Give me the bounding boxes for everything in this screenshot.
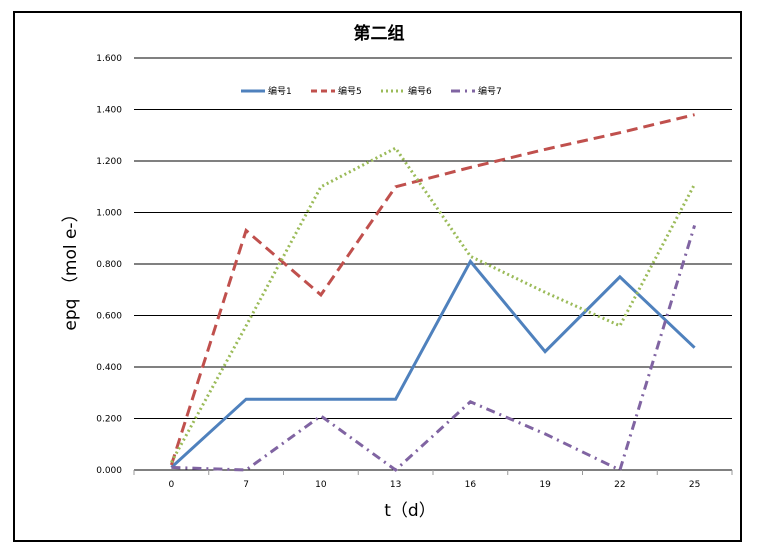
y-tick-label: 1.200: [96, 157, 122, 167]
y-axis-ticks: 0.000 0.200 0.400 0.600 0.800 1.000 1.200 1.400…: [96, 54, 122, 476]
y-tick-label: 0.200: [96, 415, 122, 425]
series-line-4: [171, 224, 697, 473]
legend-label: 编号7: [478, 85, 502, 97]
series-lines: [169, 113, 697, 473]
y-tick-label: 1.000: [96, 209, 122, 219]
legend-label: 编号6: [408, 85, 432, 97]
x-tick-label: 22: [614, 480, 625, 490]
series-line-3: [170, 146, 696, 464]
y-axis-title: epq （mol e-）: [61, 205, 81, 330]
x-axis-ticks: 0 7 10 13 16 19 22 25: [133, 470, 733, 490]
legend-label: 编号5: [338, 85, 362, 97]
y-tick-label: 0.400: [96, 363, 122, 373]
x-tick-label: 19: [539, 480, 551, 490]
legend-label: 编号1: [268, 85, 292, 97]
gridlines: [134, 57, 732, 471]
x-tick-label: 13: [390, 480, 401, 490]
series-line-1: [170, 258, 696, 469]
x-tick-label: 10: [315, 480, 327, 490]
chart-title: 第二组: [354, 23, 405, 44]
x-tick-label: 7: [243, 480, 249, 490]
x-tick-label: 16: [465, 480, 477, 490]
y-tick-label: 0.800: [96, 260, 122, 270]
y-tick-label: 1.400: [96, 106, 122, 116]
y-tick-label: 0.600: [96, 312, 122, 322]
y-tick-label: 1.600: [96, 54, 122, 64]
y-tick-label: 0.000: [96, 466, 122, 476]
x-axis-title: t（d）: [384, 501, 435, 521]
x-tick-label: 0: [169, 480, 175, 490]
legend: 编号1 编号5 编号6 编号7: [241, 85, 502, 97]
series-line-2: [169, 113, 695, 466]
x-tick-label: 25: [689, 480, 700, 490]
